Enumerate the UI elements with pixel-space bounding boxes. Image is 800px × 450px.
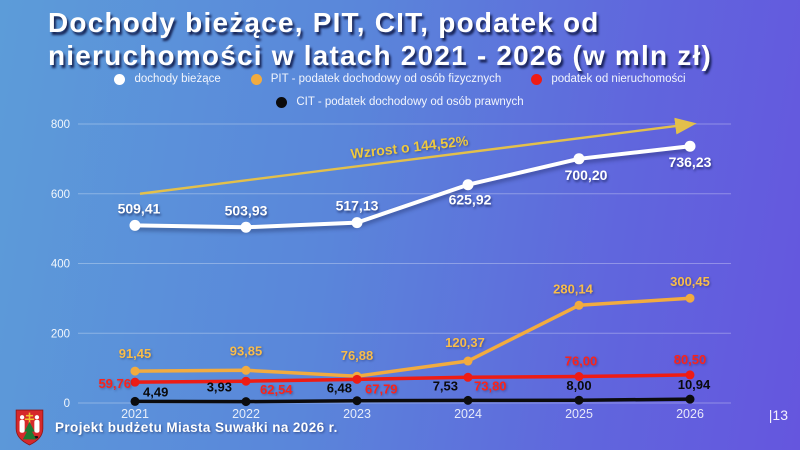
series-marker-icon [276,96,288,108]
series-marker-icon [114,73,126,85]
footer: Projekt budżetu Miasta Suwałki na 2026 r… [15,409,338,446]
data-point [685,394,695,404]
data-label: 76,88 [341,348,374,363]
data-point [574,300,584,310]
data-label: 517,13 [336,198,379,214]
data-label: 10,94 [678,377,711,392]
slide-title-line2: nieruchomości w latach 2021 - 2026 (w ml… [48,40,712,71]
series-line [133,296,692,378]
data-point [130,377,140,387]
data-label: 59,76 [98,376,131,391]
data-label: 503,93 [225,202,268,218]
x-axis-label: 2024 [454,407,482,421]
suwalki-coat-of-arms-icon [15,409,44,446]
data-point [462,179,474,191]
legend-label: PIT - podatek dochodowy od osób fizyczny… [270,73,502,85]
data-point [463,372,473,382]
data-label: 76,00 [565,353,598,368]
data-label: 7,53 [433,378,458,393]
series-marker-icon [531,73,543,85]
data-point [241,376,251,386]
data-label: 93,85 [230,343,263,358]
y-axis-tick-label: 200 [51,328,70,340]
data-point [685,370,695,380]
x-axis-label: 2026 [676,407,704,421]
data-point [130,396,140,406]
data-label: 4,49 [143,384,168,399]
data-point [241,365,251,375]
y-axis-tick-label: 0 [64,398,70,410]
y-axis-tick-label: 600 [51,189,70,201]
legend-item-dochody-biezace: dochody bieżące [114,73,221,85]
data-label: 700,20 [565,167,608,183]
data-label: 3,93 [207,380,232,395]
legend-item-pit: PIT - podatek dochodowy od osób fizyczny… [250,73,502,85]
footer-text: Projekt budżetu Miasta Suwałki na 2026 r… [55,420,338,435]
data-point [352,374,362,384]
growth-annotation: Wzrost o 144,52% [350,132,470,161]
x-axis-label: 2021 [121,407,149,421]
data-label: 120,37 [445,335,485,350]
slide-title-line1: Dochody bieżące, PIT, CIT, podatek od [48,7,600,38]
data-point [573,153,585,165]
legend-label: podatek od nieruchomości [551,73,686,85]
legend-item-cit: CIT - podatek dochodowy od osób prawnych [276,96,524,108]
legend-row-1: dochody bieżące PIT - podatek dochodowy … [0,73,800,85]
growth-arrow [139,117,697,195]
legend-label: CIT - podatek dochodowy od osób prawnych [296,96,524,108]
data-point [130,366,140,376]
data-label: 300,45 [670,274,710,289]
chart-legend: dochody bieżące PIT - podatek dochodowy … [0,73,800,119]
x-axis-label: 2025 [565,407,593,421]
series-line [133,397,692,404]
data-point [129,219,141,231]
data-label: 67,79 [365,381,398,396]
series-pit: 91,45 93,85 76,88 120,37 280,14 300,45 [119,274,710,381]
y-axis-tick-label: 400 [51,259,70,271]
data-point [240,221,252,233]
data-label: 91,45 [119,346,152,361]
data-label: 736,23 [669,154,712,170]
data-point [352,396,362,406]
data-label: 8,00 [566,378,591,393]
legend-item-podatek-od-nieruchomosci: podatek od nieruchomości [531,73,686,85]
data-point [684,140,696,152]
series-dochody-biezace: 509,41 503,93 517,13 625,92 700,20 736,23 [118,140,712,233]
series-line [133,144,692,230]
series-marker-icon [250,73,262,85]
data-point [574,371,584,381]
legend-row-2: CIT - podatek dochodowy od osób prawnych [0,96,800,108]
data-point [463,356,473,366]
data-label: 80,50 [674,352,707,367]
page-number: |13 [768,407,788,423]
x-axis-label: 2022 [232,407,260,421]
slide-title: Dochody bieżące, PIT, CIT, podatek od ni… [48,6,772,72]
data-point [574,395,584,405]
x-axis-label: 2023 [343,407,371,421]
data-point [685,293,695,303]
data-point [463,395,473,405]
data-label: 62,54 [260,382,293,397]
y-axis-tick-label: 800 [51,119,70,131]
series-podatek-od-nieruchomosci: 59,76 62,54 67,79 73,80 76,00 80,50 [98,352,706,397]
data-label: 509,41 [118,200,161,216]
data-label: 73,80 [474,378,507,393]
legend-label: dochody bieżące [134,73,221,85]
data-label: 280,14 [553,281,594,296]
series-line [133,373,692,384]
data-label: 625,92 [449,192,492,208]
data-point [351,217,363,229]
data-label: 6,48 [327,381,352,396]
series-cit: 4,49 3,93 6,48 7,53 8,00 10,94 [130,377,711,407]
data-point [241,397,251,407]
